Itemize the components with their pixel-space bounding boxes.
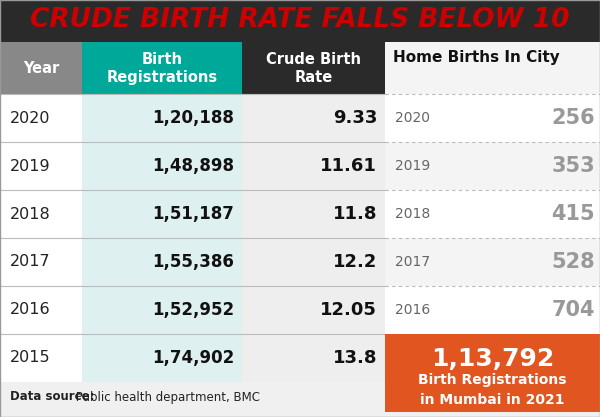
- Bar: [0, 142, 82, 190]
- Bar: [385, 334, 600, 412]
- Text: Birth
Registrations: Birth Registrations: [106, 52, 218, 85]
- Bar: [0, 42, 82, 94]
- Bar: [82, 190, 242, 238]
- Bar: [385, 238, 600, 286]
- Text: 9.33: 9.33: [332, 109, 377, 127]
- Text: 2018: 2018: [10, 206, 51, 221]
- Bar: [385, 142, 600, 190]
- Bar: [385, 286, 600, 334]
- Bar: [385, 190, 600, 238]
- Text: 1,13,792: 1,13,792: [431, 347, 554, 371]
- Bar: [82, 142, 242, 190]
- Bar: [385, 94, 600, 142]
- Text: 1,465: 1,465: [529, 348, 595, 368]
- Bar: [385, 42, 600, 382]
- Text: 256: 256: [551, 108, 595, 128]
- Text: 11.8: 11.8: [332, 205, 377, 223]
- Text: CRUDE BIRTH RATE FALLS BELOW 10: CRUDE BIRTH RATE FALLS BELOW 10: [30, 7, 570, 33]
- Text: 2015: 2015: [10, 351, 50, 365]
- Bar: [0, 190, 82, 238]
- Text: 2019: 2019: [10, 158, 50, 173]
- Bar: [242, 142, 385, 190]
- Text: 1,55,386: 1,55,386: [152, 253, 234, 271]
- Text: 528: 528: [551, 252, 595, 272]
- Bar: [82, 42, 242, 94]
- Text: 1,74,902: 1,74,902: [152, 349, 234, 367]
- Text: Birth Registrations
in Mumbai in 2021: Birth Registrations in Mumbai in 2021: [418, 373, 567, 407]
- Text: Public health department, BMC: Public health department, BMC: [72, 390, 260, 404]
- Text: 2020: 2020: [395, 111, 430, 125]
- Text: 2017: 2017: [10, 254, 50, 269]
- Text: Year: Year: [23, 60, 59, 75]
- Text: 1,20,188: 1,20,188: [152, 109, 234, 127]
- Bar: [242, 286, 385, 334]
- Text: Home Births In City: Home Births In City: [393, 50, 560, 65]
- Text: 1,51,187: 1,51,187: [152, 205, 234, 223]
- Text: 2019: 2019: [395, 159, 430, 173]
- Bar: [0, 94, 82, 142]
- Text: 12.2: 12.2: [332, 253, 377, 271]
- Bar: [242, 94, 385, 142]
- Bar: [0, 0, 600, 42]
- Text: Crude Birth
Rate: Crude Birth Rate: [266, 52, 361, 85]
- Bar: [242, 334, 385, 382]
- Text: 1,52,952: 1,52,952: [152, 301, 234, 319]
- Text: 1,48,898: 1,48,898: [152, 157, 234, 175]
- Text: 704: 704: [551, 300, 595, 320]
- Bar: [385, 334, 600, 382]
- Bar: [0, 286, 82, 334]
- Text: 2016: 2016: [10, 302, 50, 317]
- Text: 2017: 2017: [395, 255, 430, 269]
- Bar: [0, 238, 82, 286]
- Bar: [82, 238, 242, 286]
- Bar: [242, 42, 385, 94]
- Text: 12.05: 12.05: [320, 301, 377, 319]
- Bar: [82, 286, 242, 334]
- Text: 2016: 2016: [395, 303, 430, 317]
- Text: Data source:: Data source:: [10, 390, 95, 404]
- Bar: [82, 94, 242, 142]
- Text: 415: 415: [551, 204, 595, 224]
- Bar: [242, 190, 385, 238]
- Bar: [0, 334, 82, 382]
- Bar: [82, 334, 242, 382]
- Text: 13.8: 13.8: [332, 349, 377, 367]
- Text: 2015: 2015: [395, 351, 430, 365]
- Text: 11.61: 11.61: [320, 157, 377, 175]
- Bar: [0, 382, 385, 412]
- Text: 2020: 2020: [10, 111, 50, 126]
- Text: 353: 353: [551, 156, 595, 176]
- Text: 2018: 2018: [395, 207, 430, 221]
- Bar: [242, 238, 385, 286]
